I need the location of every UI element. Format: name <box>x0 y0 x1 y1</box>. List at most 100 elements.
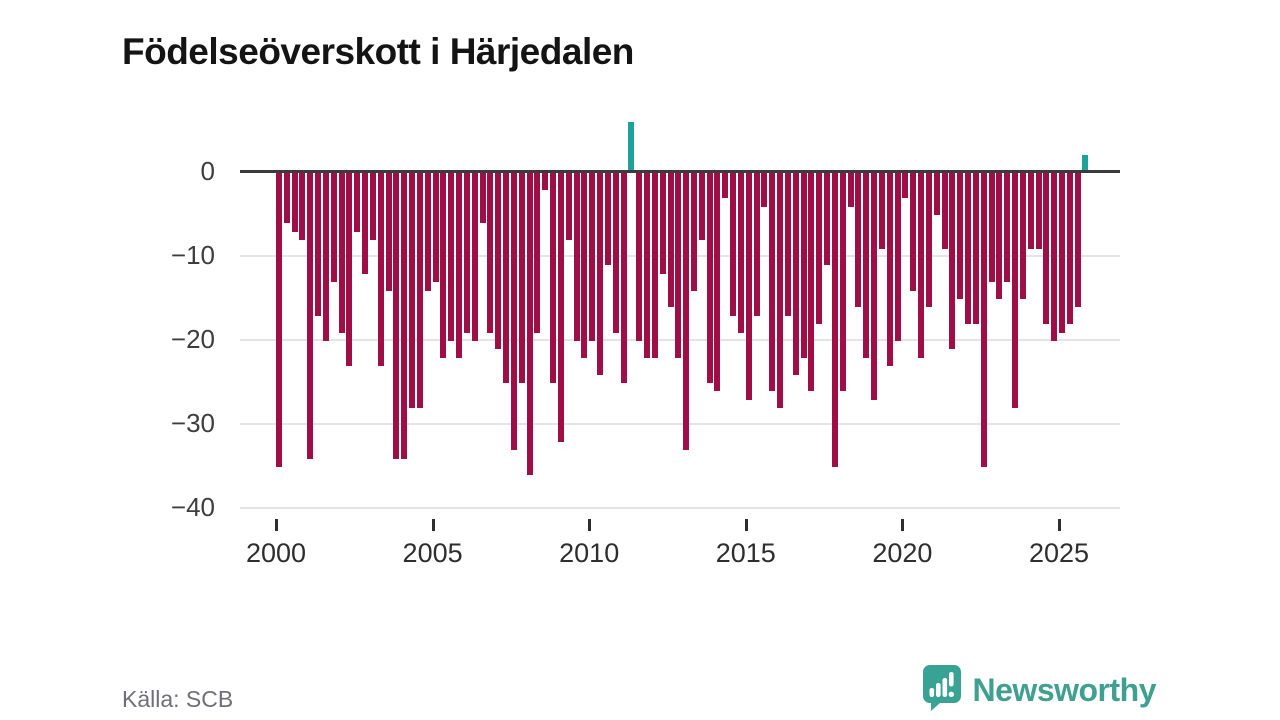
x-tick-mark <box>744 519 748 531</box>
bar <box>621 173 627 383</box>
bar <box>1020 173 1026 299</box>
x-axis-line <box>240 170 1120 173</box>
bar <box>675 173 681 358</box>
bar <box>393 173 399 459</box>
bar <box>848 173 854 207</box>
bar <box>738 173 744 333</box>
x-tick-label: 2020 <box>872 538 933 568</box>
bar <box>448 173 454 341</box>
bar <box>722 173 728 199</box>
x-tick-label: 2010 <box>559 538 620 568</box>
bar <box>801 173 807 358</box>
bar <box>558 173 564 442</box>
bar <box>918 173 924 358</box>
bar <box>761 173 767 207</box>
bar <box>370 173 376 241</box>
bar <box>487 173 493 333</box>
bar <box>824 173 830 266</box>
bar <box>652 173 658 358</box>
bar <box>1075 173 1081 308</box>
bar <box>511 173 517 451</box>
bar <box>299 173 305 241</box>
bar <box>605 173 611 266</box>
bar <box>425 173 431 291</box>
bar <box>863 173 869 358</box>
gridline <box>240 423 1120 425</box>
bar <box>519 173 525 383</box>
bar <box>989 173 995 283</box>
bar <box>730 173 736 316</box>
x-tick-label: 2000 <box>245 538 307 568</box>
bar <box>354 173 360 232</box>
bar <box>793 173 799 375</box>
x-tick-mark <box>431 519 435 531</box>
bar <box>433 173 439 283</box>
bar <box>574 173 580 341</box>
bar <box>965 173 971 325</box>
bar <box>362 173 368 274</box>
bar <box>855 173 861 308</box>
bar <box>456 173 462 358</box>
bar <box>840 173 846 392</box>
bar <box>1004 173 1010 283</box>
bar <box>714 173 720 392</box>
bar <box>292 173 298 232</box>
bar <box>832 173 838 467</box>
gridline <box>240 507 1120 509</box>
bar <box>746 173 752 400</box>
x-tick-mark <box>588 519 592 531</box>
bar <box>683 173 689 451</box>
bar <box>934 173 940 215</box>
y-tick-label: −30 <box>170 408 215 438</box>
bar <box>777 173 783 409</box>
bar <box>957 173 963 299</box>
bar <box>699 173 705 241</box>
bar <box>1082 155 1088 172</box>
bar <box>613 173 619 333</box>
bar <box>440 173 446 358</box>
bar <box>644 173 650 358</box>
bar <box>926 173 932 308</box>
x-tick-mark <box>901 519 905 531</box>
bar <box>542 173 548 190</box>
bar <box>785 173 791 316</box>
bar <box>581 173 587 358</box>
x-tick-label: 2005 <box>402 538 463 568</box>
bar <box>480 173 486 224</box>
bar <box>949 173 955 350</box>
newsworthy-logo-icon <box>922 664 962 716</box>
bar <box>472 173 478 341</box>
bar <box>816 173 822 325</box>
bar <box>534 173 540 333</box>
bar <box>315 173 321 316</box>
bar <box>628 121 634 172</box>
bar <box>636 173 642 341</box>
y-tick-label: −40 <box>170 492 215 522</box>
bar <box>323 173 329 341</box>
bar <box>346 173 352 367</box>
bar <box>307 173 313 459</box>
bar <box>339 173 345 333</box>
bar <box>973 173 979 325</box>
bar <box>668 173 674 308</box>
bar <box>871 173 877 400</box>
bar <box>597 173 603 375</box>
x-tick-mark <box>1058 519 1061 531</box>
bar <box>996 173 1002 299</box>
y-tick-label: −10 <box>170 240 215 270</box>
bar <box>769 173 775 392</box>
bar <box>707 173 713 383</box>
bar <box>1051 173 1057 341</box>
bar <box>1028 173 1034 249</box>
bar <box>942 173 948 249</box>
bar <box>1012 173 1018 409</box>
bar <box>331 173 337 283</box>
bar <box>566 173 572 241</box>
bar <box>879 173 885 249</box>
bar <box>981 173 987 467</box>
bar <box>386 173 392 291</box>
bar <box>464 173 470 333</box>
bar <box>691 173 697 291</box>
